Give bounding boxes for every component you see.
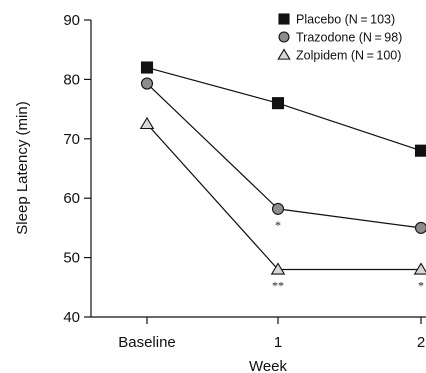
data-point-triangle-baseline bbox=[139, 116, 155, 130]
series-triangle bbox=[139, 116, 426, 275]
y-tick-label: 60 bbox=[63, 190, 80, 207]
y-axis-title: Sleep Latency (min) bbox=[14, 101, 31, 234]
x-tick-label-baseline: Baseline bbox=[118, 334, 176, 351]
series-square bbox=[140, 61, 426, 157]
data-point-circle-1 bbox=[271, 202, 285, 215]
data-point-square-baseline bbox=[140, 61, 154, 74]
x-axis-ticks: Baseline 1 2 bbox=[118, 317, 425, 351]
legend-marker-square bbox=[278, 13, 290, 25]
data-point-square-2 bbox=[414, 144, 426, 157]
data-point-triangle-2 bbox=[413, 262, 426, 275]
series-line-triangle bbox=[146, 123, 421, 271]
series-circle bbox=[140, 77, 426, 234]
y-axis-ticks: 40 50 60 70 80 90 bbox=[63, 12, 91, 326]
data-point-circle-baseline bbox=[140, 77, 154, 90]
y-tick-label: 80 bbox=[63, 71, 80, 88]
legend-label-triangle: Zolpidem (N = 100) bbox=[296, 49, 401, 63]
legend: Placebo (N = 103) Trazodone (N = 98) Zolpi… bbox=[277, 13, 402, 63]
legend-marker-triangle bbox=[277, 48, 291, 60]
significance-marker: * bbox=[418, 278, 424, 292]
data-point-circle-2 bbox=[414, 221, 426, 234]
legend-label-square: Placebo (N = 103) bbox=[296, 13, 395, 27]
data-point-triangle-1 bbox=[270, 262, 286, 275]
data-point-square-1 bbox=[271, 97, 285, 110]
annotation-layer: *** * bbox=[272, 218, 424, 293]
y-tick-label: 90 bbox=[63, 12, 80, 29]
x-axis-title: Week bbox=[249, 358, 288, 373]
x-tick-label-2: 2 bbox=[417, 334, 425, 351]
x-tick-label-1: 1 bbox=[274, 334, 282, 351]
significance-marker: * bbox=[275, 218, 281, 232]
legend-label-circle: Trazodone (N = 98) bbox=[296, 31, 402, 45]
series-layer bbox=[139, 61, 426, 275]
significance-marker: ** bbox=[272, 278, 284, 292]
y-tick-label: 50 bbox=[63, 250, 80, 267]
y-tick-label: 40 bbox=[63, 309, 80, 326]
legend-marker-circle bbox=[278, 31, 290, 43]
y-tick-label: 70 bbox=[63, 131, 80, 148]
